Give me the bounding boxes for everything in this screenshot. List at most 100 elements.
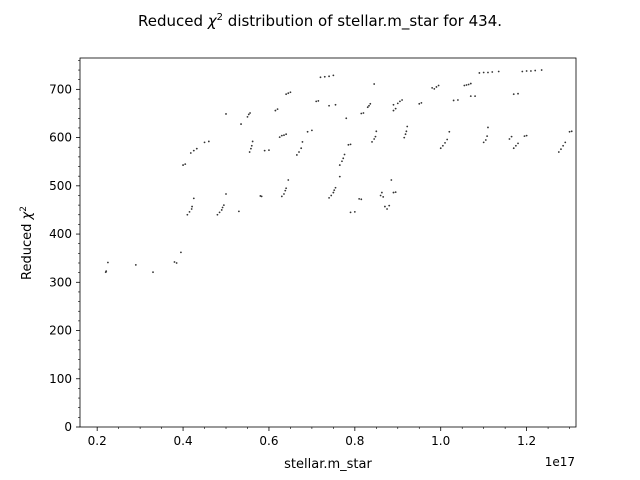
data-point: [249, 112, 251, 114]
data-point: [388, 204, 391, 207]
y-tick-label: 0: [64, 420, 72, 434]
data-point: [517, 92, 519, 95]
data-point: [260, 195, 263, 198]
data-point: [287, 179, 290, 181]
data-point: [510, 135, 513, 138]
data-point: [487, 126, 489, 129]
data-point: [251, 140, 254, 143]
data-point: [250, 147, 252, 150]
data-point: [298, 151, 300, 153]
y-tick-label: 300: [49, 275, 72, 289]
data-point: [247, 113, 250, 116]
data-point: [420, 101, 423, 104]
data-point: [338, 175, 341, 178]
data-point: [431, 87, 434, 89]
data-point: [508, 138, 511, 140]
data-point: [186, 213, 189, 216]
data-point: [568, 130, 571, 133]
data-point: [358, 197, 361, 200]
data-point: [315, 100, 318, 103]
data-point: [317, 100, 320, 102]
data-point: [525, 134, 528, 137]
y-tick-label: 700: [49, 82, 72, 96]
data-point: [332, 191, 335, 194]
data-point: [405, 130, 408, 133]
data-point: [203, 141, 206, 144]
data-point: [347, 143, 350, 146]
data-point: [289, 91, 292, 94]
data-point: [306, 130, 309, 133]
data-point: [218, 211, 221, 214]
y-tick-label: 500: [49, 179, 72, 193]
x-tick-label: 1.2: [517, 434, 536, 448]
data-point: [386, 208, 388, 210]
data-point: [392, 109, 395, 112]
data-point: [222, 204, 225, 207]
data-point: [444, 141, 446, 144]
data-point: [195, 147, 198, 150]
data-point: [534, 69, 537, 72]
data-point: [280, 195, 283, 198]
data-point: [362, 112, 365, 114]
data-point: [349, 211, 352, 214]
data-point: [207, 140, 210, 143]
data-point: [134, 264, 137, 266]
data-point: [287, 92, 290, 95]
data-point: [338, 164, 341, 166]
data-point: [448, 130, 451, 133]
data-point: [192, 197, 195, 200]
data-point: [334, 186, 337, 189]
data-point: [396, 102, 399, 105]
data-point: [332, 74, 335, 77]
data-point: [439, 147, 442, 150]
data-point: [333, 189, 336, 192]
data-point: [237, 210, 240, 213]
data-point: [374, 135, 377, 138]
x-tick-label: 0.6: [259, 434, 278, 448]
plot-area: 0.2 0.4 0.6 0.8 1.0 1.2 0 100 200 300 400 500 600 70…: [49, 57, 577, 448]
data-point: [379, 194, 382, 197]
data-point: [399, 100, 401, 103]
x-axis-label: stellar.m_star: [284, 457, 372, 472]
data-point: [373, 83, 376, 85]
data-point: [173, 261, 176, 263]
data-point: [283, 134, 285, 137]
data-point: [284, 189, 287, 192]
data-point: [246, 115, 249, 118]
data-point: [330, 194, 333, 197]
data-point: [220, 209, 223, 211]
y-axis-label-exponent: 2: [19, 206, 29, 212]
data-point: [497, 70, 500, 73]
x-axis-offset-text: 1e17: [545, 455, 575, 469]
data-point: [369, 102, 372, 105]
data-point: [390, 179, 393, 181]
chart-title: Reduced χ2 distribution of stellar.m_sta…: [138, 12, 502, 31]
data-point: [175, 262, 178, 264]
data-point: [360, 198, 363, 201]
data-point: [406, 125, 409, 128]
data-point: [517, 142, 519, 145]
data-point: [469, 82, 472, 85]
data-point: [300, 147, 303, 150]
data-point: [189, 152, 192, 154]
data-point: [240, 123, 242, 125]
y-axis-label: Reduced χ2: [19, 206, 35, 280]
data-point: [371, 141, 373, 143]
y-axis-label-prefix: Reduced: [20, 219, 35, 279]
data-point: [418, 102, 421, 105]
data-point: [225, 193, 227, 195]
data-point: [465, 84, 468, 86]
data-point: [486, 135, 489, 138]
data-point: [285, 93, 288, 96]
data-point: [188, 210, 191, 213]
data-point: [349, 143, 352, 146]
data-point: [328, 75, 330, 78]
chart-title-suffix: distribution of stellar.m_star for 434.: [223, 12, 502, 31]
data-point: [180, 251, 182, 254]
data-point: [184, 163, 187, 166]
x-tick-label: 0.8: [345, 434, 364, 448]
data-point: [248, 151, 251, 153]
data-point: [353, 210, 356, 213]
data-point: [368, 104, 370, 107]
